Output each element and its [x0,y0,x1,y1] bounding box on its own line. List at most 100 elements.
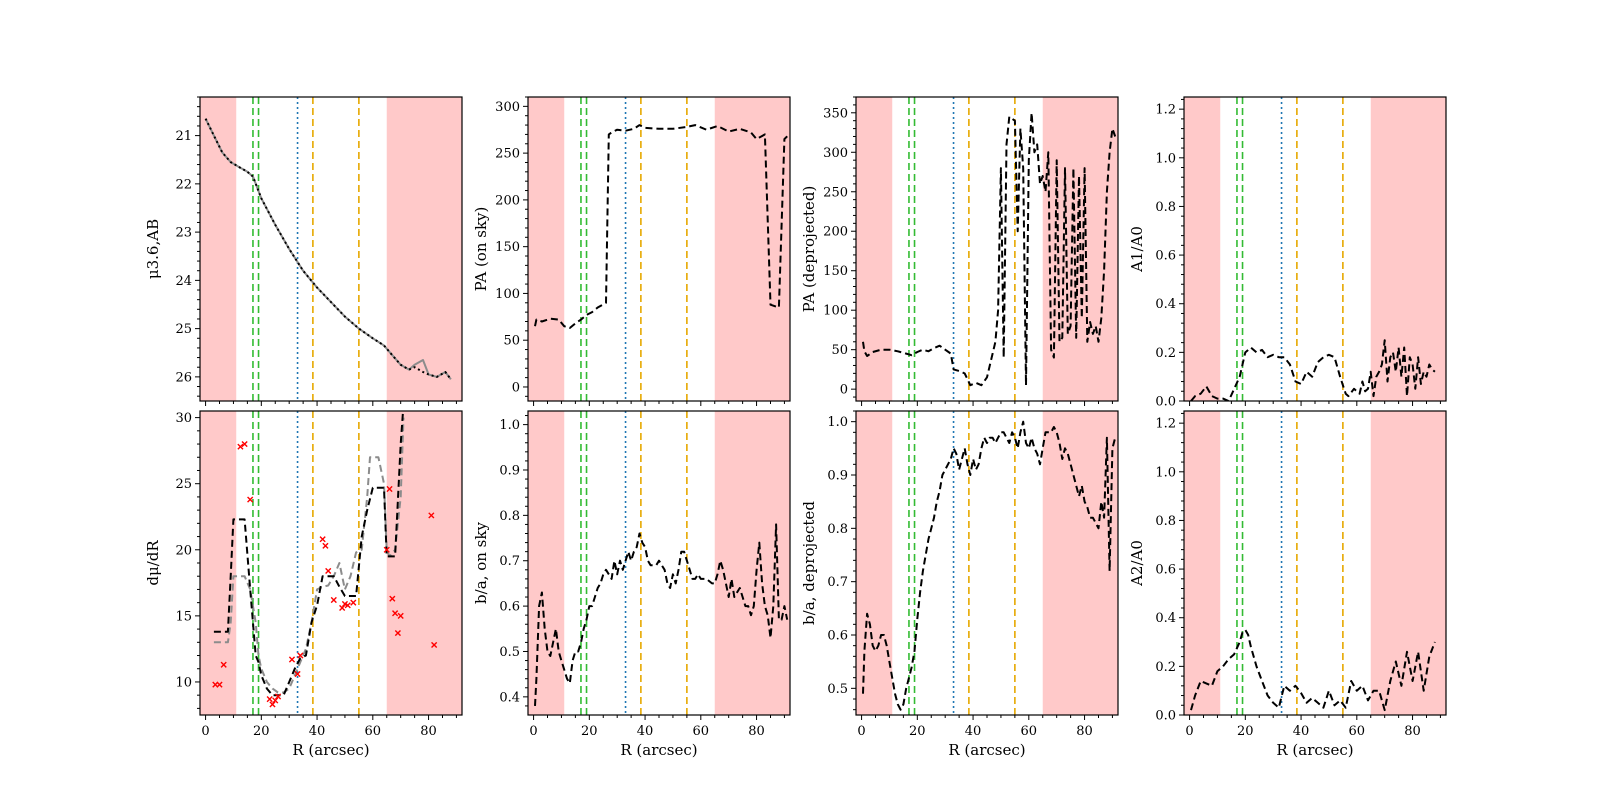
data-point-x-marker [247,496,254,503]
y-tick-label: 0.6 [827,629,848,644]
panel-pa_sky: 0 50 100 150 200 250 300 PA (on sky) [472,96,791,406]
plot-area [856,411,1118,715]
x-axis-label: R (arcsec) [1276,741,1353,759]
y-tick-label: 0.8 [827,522,848,537]
y-tick-label: 1.0 [827,415,848,430]
x-tick-label: 20 [581,724,598,739]
shaded-region-0 [856,97,893,401]
x-tick-label: 0 [1185,724,1193,739]
y-tick-label: 0.5 [499,645,520,660]
y-tick-label: 22 [175,177,192,192]
y-tick-label: 1.0 [499,418,520,433]
series-line-a1 [1190,339,1436,401]
y-tick-label: 0.0 [1155,709,1176,724]
y-tick-label: 0.4 [1155,297,1176,312]
shaded-region-0 [528,97,565,401]
x-tick-label: 40 [965,724,982,739]
y-tick-label: 0 [512,380,520,395]
shaded-region-0 [200,411,237,715]
y-tick-label: 0.6 [499,600,520,615]
x-tick-label: 20 [909,724,926,739]
data-point-x-marker [392,610,399,617]
y-tick-label: 50 [503,334,520,349]
data-point-x-marker [383,546,390,553]
series-dmu-points [212,440,438,708]
shaded-region-1 [386,97,462,401]
y-tick-label: 0.8 [1155,514,1176,529]
series-line-pa-dep [862,111,1117,387]
y-tick-label: 100 [823,304,848,319]
shaded-region-1 [1370,411,1446,715]
y-tick-label: 0.7 [499,554,520,569]
data-point-x-marker [241,440,248,448]
y-tick-label: 25 [175,477,192,492]
y-tick-label: 25 [175,322,192,337]
data-point-x-marker [386,485,393,493]
series-line-mu-black [204,118,452,380]
series-line-ba-dep [862,420,1117,711]
x-tick-label: 80 [748,724,765,739]
plot-area [200,411,462,715]
data-point-x-marker [294,670,301,678]
plot-area [1184,411,1446,715]
y-tick-label: 0.2 [1155,346,1176,361]
data-point-x-marker [322,542,329,549]
x-tick-label: 0 [529,724,537,739]
x-axis-label: R (arcsec) [292,741,369,759]
x-tick-label: 40 [1293,724,1310,739]
shaded-region-1 [386,411,462,715]
y-axis-label: PA (deprojected) [800,186,818,313]
series-line-ba-sky [534,523,789,706]
series-line-pa-sky [534,124,788,329]
y-tick-label: 150 [823,264,848,279]
y-tick-label: 0.4 [1155,611,1176,626]
y-tick-label: 0.6 [1155,249,1176,264]
x-tick-label: 60 [1349,724,1366,739]
y-tick-label: 0.0 [1155,395,1176,410]
panel-a1: 0.0 0.2 0.4 0.6 0.8 1.0 1.2 A1/A0 [1128,96,1447,410]
data-point-x-marker [274,693,282,700]
y-tick-label: 0.4 [499,690,520,705]
y-axis-label: A1/A0 [1128,226,1146,273]
y-tick-label: 0.6 [1155,563,1176,578]
shaded-region-0 [200,97,237,401]
panel-dmu: 0 20 40 60 80 10 15 20 25 30 R (arcsec) dμ/dR [144,410,463,759]
series-line-dmu-gray [213,417,405,694]
y-axis-label: μ3.6,AB [144,219,162,279]
y-tick-label: 100 [495,287,520,302]
y-tick-label: 23 [175,226,192,241]
x-axis-label: R (arcsec) [948,741,1025,759]
y-tick-label: 0 [840,383,848,398]
y-tick-label: 10 [175,675,192,690]
x-tick-label: 80 [1076,724,1093,739]
y-tick-label: 250 [823,185,848,200]
shaded-region-1 [714,97,790,401]
y-axis-label: b/a, deprojected [800,501,818,625]
y-tick-label: 300 [495,100,520,115]
x-tick-label: 60 [1021,724,1038,739]
y-tick-label: 350 [823,106,848,121]
panel-pa_dep: 0 50 100 150 200 250 300 350 PA (deprojected) [800,96,1119,406]
plot-area [200,97,462,401]
plot-area [856,97,1118,401]
series-line-a2 [1190,628,1436,712]
panel-a2: 0 20 40 60 80 0.0 0.2 0.4 0.6 0.8 1.0 1.2 R (arcsec)… [1128,410,1447,759]
data-point-x-marker [431,641,438,649]
data-point-x-marker [237,443,244,450]
y-tick-label: 200 [495,193,520,208]
shaded-region-0 [1184,411,1221,715]
data-point-x-marker [397,612,404,619]
data-point-x-marker [220,661,227,668]
data-point-x-marker [288,656,296,663]
y-tick-label: 1.0 [1155,151,1176,166]
series-line-dmu-black [213,411,405,697]
y-tick-label: 30 [175,411,192,426]
x-tick-label: 60 [693,724,710,739]
shaded-region-0 [856,411,893,715]
panel-ba_sky: 0 20 40 60 80 0.4 0.5 0.6 0.7 0.8 0.9 1.0 R (arcsec)… [472,410,791,759]
x-axis-label: R (arcsec) [620,741,697,759]
y-axis-label: PA (on sky) [472,207,490,292]
y-tick-label: 150 [495,240,520,255]
x-tick-label: 0 [857,724,865,739]
shaded-region-1 [714,411,790,715]
